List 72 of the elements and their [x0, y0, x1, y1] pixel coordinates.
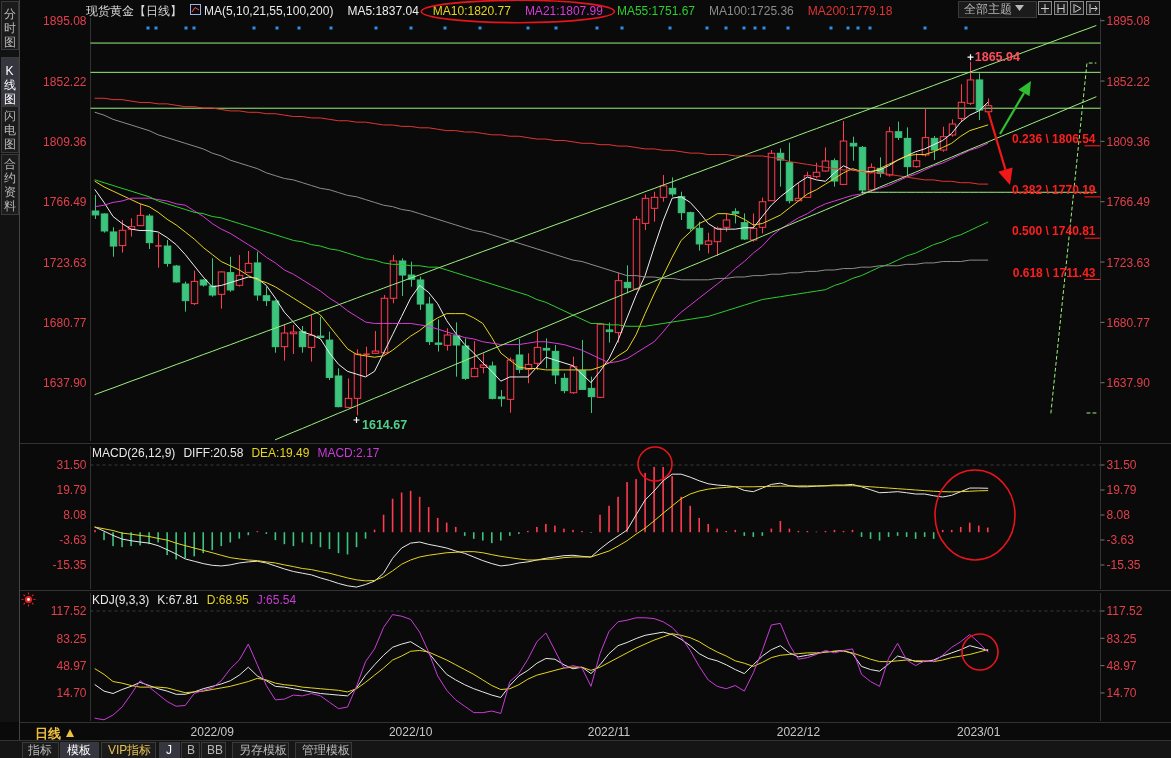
tab: VIP指标	[101, 742, 156, 758]
y-tick-label: 31.50	[56, 458, 87, 473]
button: 管理模板	[295, 742, 352, 758]
x-tick-label: 2023/01	[957, 725, 1001, 739]
text: MA200:1779.18	[807, 4, 893, 18]
y2-tick-label: 14.70	[1106, 686, 1137, 701]
annotation: 0.236 \ 1806.54	[1012, 131, 1101, 147]
y2-tick-label: 1723.63	[1106, 255, 1150, 270]
text: J:65.54	[256, 593, 297, 607]
y-tick-label: 1809.36	[43, 134, 87, 149]
y-tick-label: 1852.22	[43, 74, 87, 89]
tab: 分时图	[1, 1, 19, 50]
y2-tick-label: 83.25	[1106, 631, 1137, 646]
annotation: 0.618 \ 1711.43	[1012, 265, 1101, 280]
x-tick-label: 2022/12	[776, 725, 821, 739]
legend-title: MA(5,10,21,55,100,200)	[204, 4, 334, 18]
y2-tick-label: 1809.36	[1106, 134, 1150, 149]
text: MA10:1820.77	[432, 4, 512, 18]
y2-tick-label: 1895.08	[1106, 14, 1150, 29]
y-tick-label: 83.25	[56, 631, 87, 646]
tab: 指标	[22, 742, 59, 758]
button: B	[181, 742, 200, 758]
y2-tick-label: 19.79	[1106, 483, 1137, 498]
text: D:68.95	[206, 593, 250, 607]
text: MA5:1837.04	[347, 4, 420, 18]
y-tick-label: 1723.63	[43, 255, 87, 270]
y-tick-label: 1680.77	[43, 315, 87, 330]
y2-tick-label: -3.63	[1106, 533, 1134, 548]
y-tick-label: 14.70	[56, 686, 87, 701]
button: J	[159, 742, 180, 758]
annotation: 1614.67	[362, 417, 408, 432]
y2-tick-label: 117.52	[1106, 604, 1143, 619]
x-tick-label: 2022/09	[190, 725, 234, 739]
x-tick-label: 2022/11	[587, 725, 631, 739]
text: DIFF:20.58	[183, 446, 244, 460]
y-tick-label: 1895.08	[43, 14, 87, 29]
y-tick-label: 1637.90	[43, 376, 87, 391]
y-tick-label: 8.08	[63, 508, 87, 523]
y2-tick-label: 1766.49	[1106, 195, 1150, 210]
y-tick-label: 117.52	[50, 604, 87, 619]
tab: 合约资料	[1, 154, 19, 215]
y-tick-label: 1766.49	[43, 195, 87, 210]
x-tick-label: 2022/10	[388, 725, 433, 739]
y2-tick-label: 1852.22	[1106, 74, 1150, 89]
text: 日线	[35, 726, 61, 741]
y2-tick-label: -15.35	[1106, 558, 1141, 573]
y-tick-label: -15.35	[52, 558, 87, 573]
text: MA55:1751.67	[616, 4, 696, 18]
text: K:67.81	[157, 593, 200, 607]
y-tick-label: -3.63	[59, 533, 87, 548]
button: BB	[201, 742, 226, 758]
text: DEA:19.49	[251, 446, 310, 460]
y2-tick-label: 8.08	[1106, 508, 1130, 523]
y2-tick-label: 31.50	[1106, 458, 1137, 473]
tab: 闪电图	[1, 106, 19, 153]
y2-tick-label: 1637.90	[1106, 376, 1150, 391]
dropdown: 全部主题	[958, 1, 1037, 18]
y2-tick-label: 48.97	[1106, 659, 1137, 674]
chart-title: 现货黄金【日线】	[86, 4, 182, 18]
legend-title: MACD(26,12,9)	[92, 446, 176, 460]
annotation: 1614.67	[352, 416, 408, 432]
annotation: MACD:2.17	[317, 446, 380, 460]
legend-title: KDJ(9,3,3)	[92, 593, 150, 607]
button: 另存模板	[232, 742, 289, 758]
y2-tick-label: 1680.77	[1106, 315, 1150, 330]
text: MA21:1807.99	[524, 4, 604, 18]
text: MA100:1725.36	[709, 4, 795, 18]
y-tick-label: 19.79	[56, 483, 87, 498]
y-tick-label: 48.97	[56, 659, 87, 674]
tab: K线图	[1, 57, 19, 106]
annotation: 0.500 \ 1740.81	[1012, 224, 1101, 239]
tab: 模板	[60, 742, 99, 758]
